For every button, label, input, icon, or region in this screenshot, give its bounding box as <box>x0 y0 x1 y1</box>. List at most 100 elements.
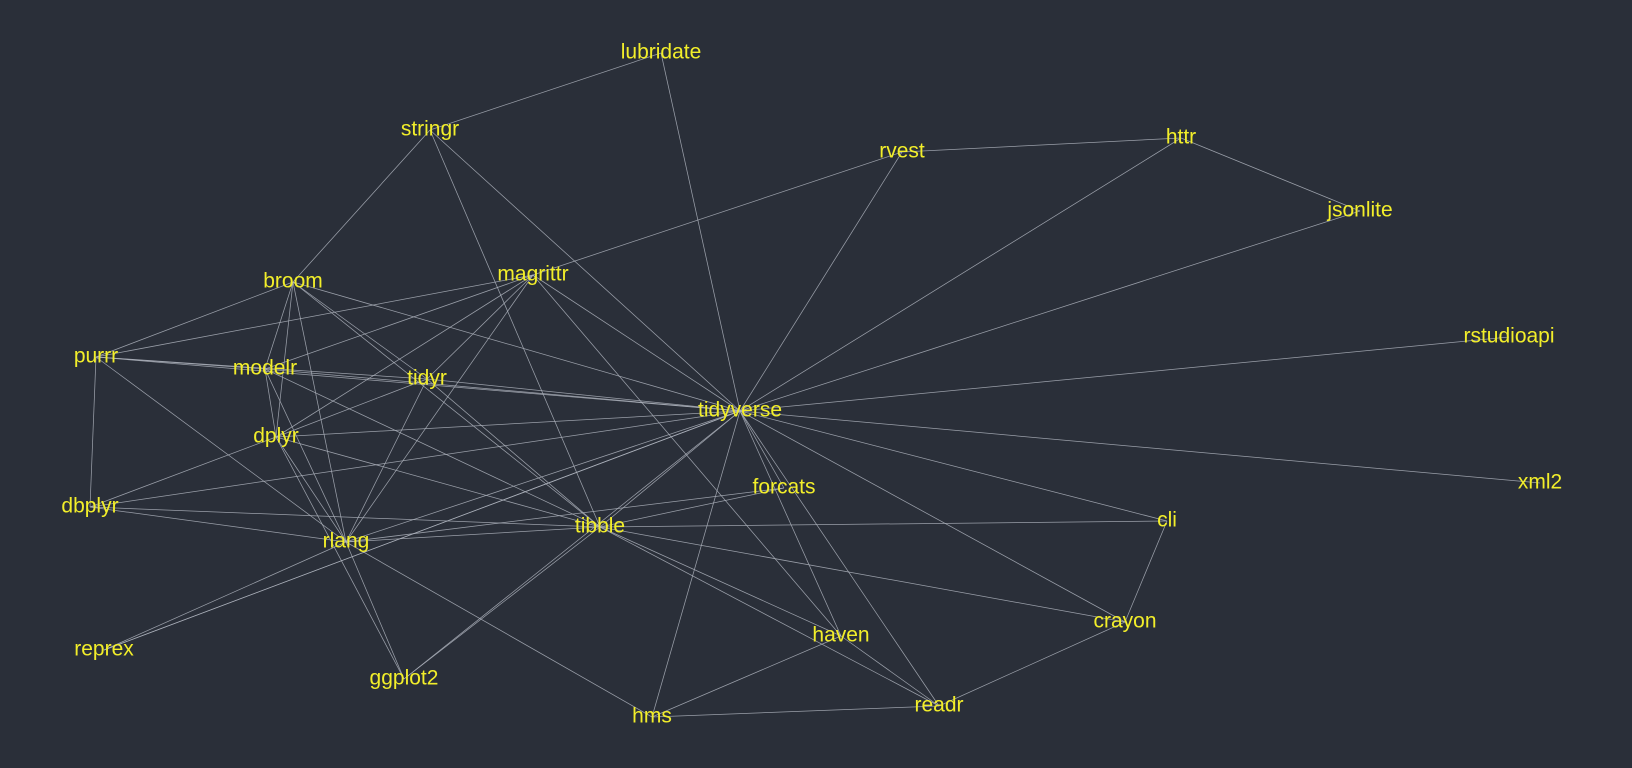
edge-haven-readr <box>840 635 940 707</box>
edge-stringr-tibble <box>429 129 601 528</box>
node-tibble: tibble <box>575 515 625 538</box>
edge-layer <box>89 52 1541 718</box>
edge-tibble-crayon <box>599 526 1126 623</box>
edge-dbplyr-tibble <box>89 506 601 528</box>
edge-tidyr-dplyr <box>275 378 428 438</box>
edge-tidyverse-hms <box>651 410 741 718</box>
edge-tidyverse-haven <box>739 410 842 637</box>
edge-purrr-tidyverse <box>95 356 741 412</box>
node-rlang: rlang <box>323 530 370 553</box>
node-label-layer: lubridate stringr rvest httr jsonlite broom ma… <box>61 41 1562 728</box>
edge-forcats-tibble <box>599 487 785 528</box>
edge-tidyverse-cli <box>739 410 1168 522</box>
edge-tibble-ggplot2 <box>403 526 601 680</box>
node-tidyverse: tidyverse <box>698 399 782 422</box>
node-ggplot2: ggplot2 <box>370 667 439 690</box>
node-xml2: xml2 <box>1518 471 1562 494</box>
edge-tidyr-rlang <box>345 378 428 543</box>
edge-broom-rlang <box>292 281 347 543</box>
edge-dbplyr-rlang <box>89 506 347 543</box>
edge-broom-tidyverse <box>292 281 741 412</box>
edge-dplyr-rlang <box>275 436 347 543</box>
edge-tidyverse-crayon <box>739 410 1126 623</box>
edge-httr-jsonlite <box>1180 137 1361 212</box>
edge-forcats-rlang <box>345 487 785 543</box>
node-lubridate: lubridate <box>621 41 702 64</box>
edge-rvest-magrittr <box>532 151 903 276</box>
edge-tidyverse-rlang <box>345 410 741 543</box>
node-readr: readr <box>914 694 963 717</box>
node-rstudioapi: rstudioapi <box>1463 325 1554 348</box>
edge-modelr-rlang <box>264 368 347 543</box>
edge-broom-dplyr <box>275 281 294 438</box>
node-rvest: rvest <box>879 140 925 163</box>
node-magrittr: magrittr <box>497 263 568 286</box>
edge-magrittr-haven <box>532 274 842 637</box>
edge-broom-tidyr <box>292 281 428 380</box>
edge-httr-tidyverse <box>739 137 1182 412</box>
edge-purrr-dbplyr <box>89 356 97 508</box>
edge-lubridate-stringr <box>429 52 662 131</box>
edge-modelr-dplyr <box>264 368 277 438</box>
node-crayon: crayon <box>1093 610 1156 633</box>
edge-dplyr-tibble <box>275 436 601 528</box>
edge-stringr-broom <box>292 129 431 283</box>
node-hms: hms <box>632 705 672 728</box>
edge-tibble-rlang <box>345 526 601 543</box>
node-stringr: stringr <box>401 118 459 141</box>
edge-magrittr-tidyverse <box>532 274 741 412</box>
edge-rvest-tidyverse <box>739 151 903 412</box>
node-forcats: forcats <box>752 476 815 499</box>
edge-magrittr-modelr <box>264 274 534 370</box>
edge-tidyverse-forcats <box>739 410 785 489</box>
edge-purrr-modelr <box>95 356 266 370</box>
edge-tibble-haven <box>599 526 842 637</box>
node-reprex: reprex <box>74 638 134 661</box>
edge-modelr-tidyverse <box>264 368 741 412</box>
edge-rlang-ggplot2 <box>345 541 405 680</box>
edge-tibble-cli <box>599 520 1168 528</box>
edge-tidyverse-readr <box>739 410 940 707</box>
edge-xml2-tidyverse <box>739 410 1541 484</box>
edge-stringr-tidyverse <box>429 129 741 412</box>
edge-hms-readr <box>651 705 940 718</box>
node-dplyr: dplyr <box>253 425 299 448</box>
edge-crayon-readr <box>938 621 1126 707</box>
edge-broom-tibble <box>292 281 601 528</box>
edge-rlang-hms <box>345 541 653 718</box>
edge-broom-purrr <box>95 281 294 358</box>
node-modelr: modelr <box>233 357 297 380</box>
node-dbplyr: dbplyr <box>61 495 118 518</box>
node-cli: cli <box>1157 509 1177 532</box>
node-jsonlite: jsonlite <box>1326 199 1392 222</box>
edge-magrittr-rlang <box>345 274 534 543</box>
node-httr: httr <box>1166 126 1196 149</box>
edge-haven-hms <box>651 635 842 718</box>
edge-tidyr-tibble <box>426 378 601 528</box>
edge-lubridate-tidyverse <box>660 52 741 412</box>
edge-dplyr-ggplot2 <box>275 436 405 680</box>
edge-rlang-reprex <box>103 541 347 651</box>
node-broom: broom <box>263 270 323 293</box>
edge-tidyverse-ggplot2 <box>403 410 741 680</box>
node-purrr: purrr <box>74 345 118 368</box>
node-tidyr: tidyr <box>407 367 447 390</box>
edge-dplyr-tidyverse <box>275 410 741 438</box>
edge-jsonlite-tidyverse <box>739 210 1361 412</box>
edge-dplyr-dbplyr <box>89 436 277 508</box>
edge-magrittr-tidyr <box>426 274 534 380</box>
edge-reprex-tidyverse <box>103 410 741 651</box>
edge-modelr-tibble <box>264 368 601 528</box>
edge-broom-modelr <box>264 281 294 370</box>
edge-dbplyr-tidyverse <box>89 410 741 508</box>
edge-magrittr-purrr <box>95 274 534 358</box>
edge-tidyr-tidyverse <box>426 378 741 412</box>
edge-magrittr-dplyr <box>275 274 534 438</box>
edge-tibble-readr <box>599 526 940 707</box>
edge-rstudioapi-tidyverse <box>739 336 1510 412</box>
edge-cli-crayon <box>1124 520 1168 623</box>
node-haven: haven <box>812 624 869 647</box>
edge-rvest-httr <box>901 137 1182 153</box>
